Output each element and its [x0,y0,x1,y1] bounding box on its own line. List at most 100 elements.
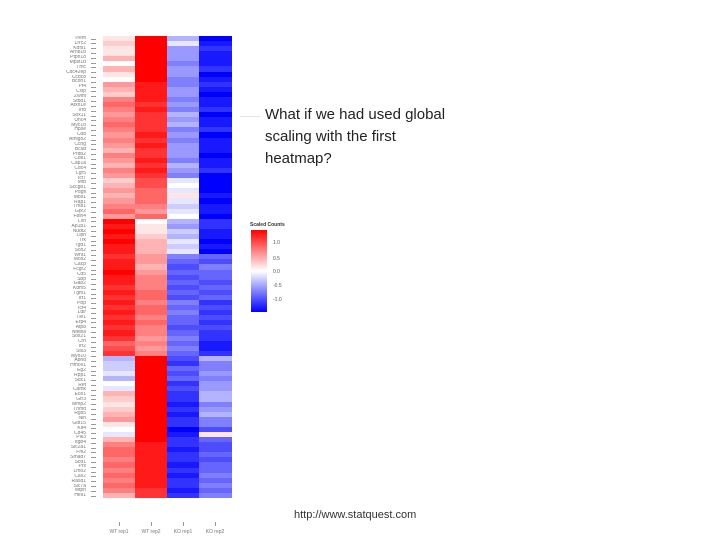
row-label: Slc7a [73,483,86,489]
row-label: Ldlr [77,310,86,316]
source-url[interactable]: http://www.statquest.com [294,509,417,521]
heatmap-cell [135,203,168,210]
row-label: Cacp [74,262,86,268]
row-label: Mos2 [73,257,86,263]
row-tick [91,178,96,180]
heatmap-cell [199,355,232,362]
heatmap-cell [167,81,200,88]
heatmap-cell [103,376,136,382]
row-tick [91,351,96,353]
row-tick [91,462,96,463]
heatmap-cell [103,188,136,194]
heatmap-cell [103,168,136,174]
heatmap-cell [167,335,200,342]
heatmap-cell [199,183,232,189]
heatmap-cell [135,51,168,57]
heatmap-cell [135,239,168,245]
heatmap-cell [167,411,200,418]
heatmap-cell [103,487,136,494]
heatmap-cell [103,477,136,484]
heatmap-cell [135,41,168,47]
row-label: Tgm1 [73,291,86,297]
heatmap-cell [167,477,200,484]
row-tick [91,173,96,175]
heatmap-cell [103,386,136,392]
row-tick [91,375,96,377]
heatmap-cell [167,112,200,118]
heatmap-cell [103,366,136,372]
row-label: Unc4 [74,117,86,123]
row-tick [91,303,96,305]
heatmap-cell [103,320,136,326]
heatmap-cell [167,472,200,479]
heatmap-cell [199,112,232,118]
heatmap-cell [103,112,136,118]
heatmap-cell [167,188,200,194]
heatmap-cell [135,56,168,62]
heatmap-cell [199,162,232,169]
heatmap-cell [167,457,200,463]
heatmap-cell [167,51,200,57]
row-label: Irf2 [78,344,86,349]
row-label: Lipn [76,233,86,239]
heatmap-cell [199,411,232,418]
heatmap-cell [135,188,168,194]
heatmap-cell [199,447,232,453]
row-label: Sox11 [72,113,86,118]
heatmap-cell [199,249,232,255]
heatmap-cell [199,254,232,260]
row-label: Lgr5 [75,170,86,176]
heatmap-cell [135,147,168,154]
row-label: Nudt2 [72,228,86,234]
heatmap-cell [167,41,200,47]
heatmap-cell [135,401,168,408]
row-tick [91,52,96,54]
column-label: KO rep1 [173,529,193,535]
heatmap-cell [199,188,232,194]
heatmap-cell [199,305,232,311]
heatmap-cell [135,421,168,428]
heatmap-cell [199,310,232,316]
row-tick [91,380,96,382]
heatmap-cell [199,386,232,392]
heatmap-cell [167,122,200,128]
heatmap-cell [103,132,136,139]
heatmap-cell [135,315,168,321]
row-label: Pbp [77,300,86,306]
heatmap-cell [103,335,136,342]
heatmap-cell [199,487,232,494]
heatmap-cell [199,264,232,271]
heatmap-cell [135,162,168,169]
row-label: Wnt1 [74,252,86,258]
heatmap-cell [103,284,136,291]
heatmap-cell [103,406,136,413]
heatmap-cell [103,56,136,62]
heatmap-cell [135,249,168,255]
row-label: Fhl2 [76,449,86,455]
heatmap-cell [199,142,232,149]
heatmap-cell [199,168,232,174]
row-label: Hmox1 [70,363,86,369]
heatmap-cell [135,447,168,453]
heatmap-cell [199,173,232,179]
heatmap-cell [135,127,168,133]
row-tick [91,105,96,107]
heatmap-cell [103,178,136,184]
heatmap-cell [167,213,200,220]
row-label: Mbs1 [73,194,86,200]
heatmap-cell [103,350,136,357]
row-tick [91,38,96,40]
row-tick [91,235,96,237]
row-label: Gab2 [73,281,86,287]
heatmap-cell [103,421,136,428]
heatmap-cell [167,117,200,123]
row-tick [91,72,96,74]
heatmap-cell [135,310,168,316]
legend-label: -0.5 [273,283,282,289]
row-tick [91,154,96,155]
legend-color-bar [251,230,267,312]
row-label: Prdb2 [72,151,86,157]
heatmap-cell [103,300,136,306]
heatmap-cell [167,284,200,291]
row-tick [91,134,96,136]
